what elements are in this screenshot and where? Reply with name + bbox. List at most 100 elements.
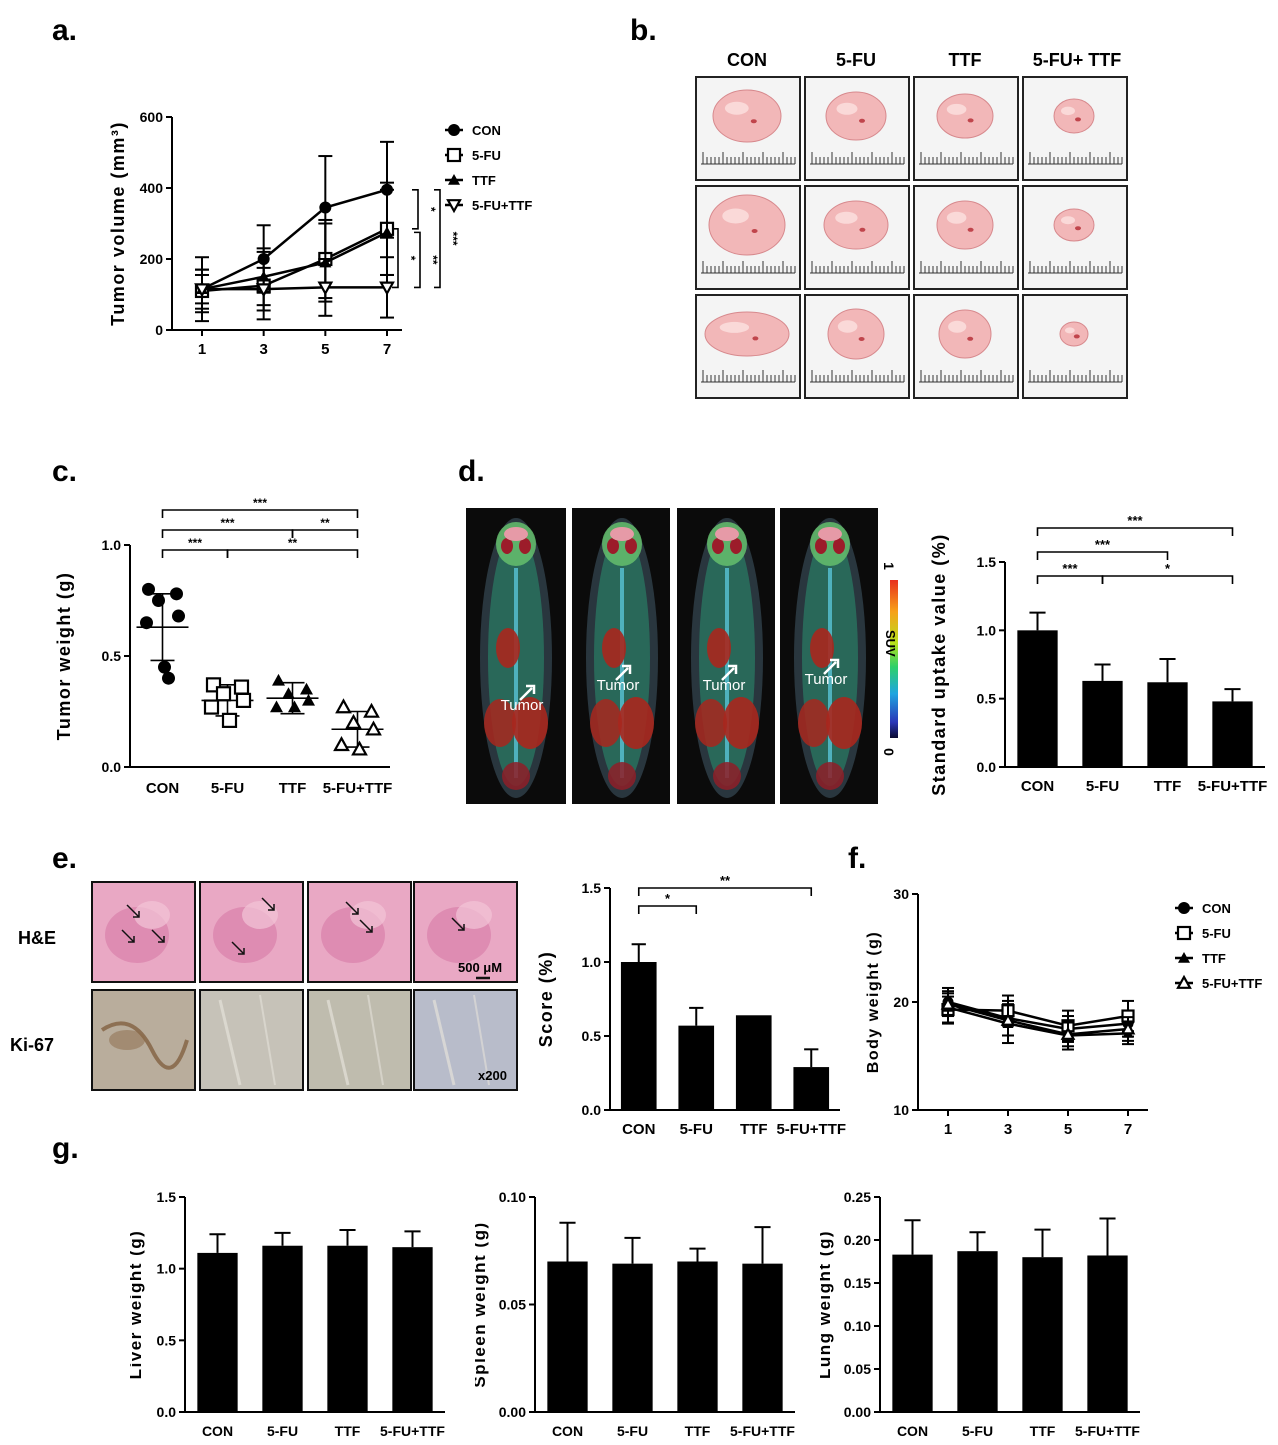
y-tick-label: 0.00	[499, 1404, 526, 1420]
data-point	[302, 693, 315, 706]
significance-label: ***	[253, 496, 267, 510]
y-tick-label: 10	[893, 1102, 909, 1118]
tissue-spot	[859, 118, 865, 123]
tumor-photos	[695, 76, 1128, 399]
significance-bracket	[637, 887, 813, 896]
organ-uptake	[512, 697, 548, 749]
bladder-uptake	[713, 762, 741, 790]
x-tick-label: 5-FU+TTF	[730, 1423, 795, 1439]
chart-g-lung-weight: 0.00 0.05 0.10 0.15 0.20 0.25 Lung weight (g) C…	[820, 1189, 1140, 1439]
bar-5-fu	[612, 1263, 653, 1412]
brain-uptake	[610, 527, 634, 541]
x-tick-label: 5-FU	[680, 1121, 713, 1138]
eye-uptake	[625, 538, 637, 554]
row-label-ki67: Ki-67	[10, 1035, 55, 1055]
tumor-tissue	[1053, 98, 1095, 134]
significance-label: **	[720, 873, 731, 888]
tumor-tissue	[823, 200, 889, 250]
tumor-label: Tumor	[501, 697, 544, 714]
data-point	[221, 712, 238, 728]
suv-scale-label: SUV	[883, 630, 898, 657]
x-tick-label: CON	[202, 1423, 233, 1439]
organ-uptake	[707, 628, 731, 668]
y-tick-label: 0.25	[844, 1189, 871, 1205]
photo-frame	[1022, 294, 1128, 399]
suv-scale-min: 0	[880, 748, 897, 756]
data-point	[351, 740, 368, 756]
y-tick-label: 1.5	[977, 554, 997, 570]
bar-5-fu	[678, 1025, 715, 1110]
y-axis-label: Lung weight (g)	[820, 1230, 834, 1379]
y-tick-label: 30	[893, 886, 909, 902]
brain-uptake	[818, 527, 842, 541]
organ-uptake	[826, 697, 862, 749]
data-point	[333, 736, 350, 752]
significance-bracket	[291, 529, 359, 538]
ki67-texture	[367, 994, 384, 1086]
significance-bracket	[412, 188, 419, 230]
data-point	[940, 996, 956, 1010]
ki67-stain	[307, 989, 412, 1091]
x-tick-label: 5	[321, 341, 329, 358]
he-image	[307, 881, 412, 983]
significance-bracket	[637, 905, 698, 914]
ki67-stain	[199, 989, 304, 1091]
x-tick-label: 5-FU	[962, 1423, 993, 1439]
he-arrow	[359, 919, 373, 933]
bar-ttf	[1147, 682, 1188, 767]
group-5-fu-ttf	[331, 698, 384, 756]
photo-column-header-combo: 5-FU+ TTF	[1032, 50, 1122, 70]
tumor-tissue	[936, 93, 994, 139]
x-tick-label: CON	[622, 1121, 655, 1138]
series-line	[201, 227, 388, 293]
organ-uptake	[590, 699, 622, 747]
tissue-highlight	[722, 208, 749, 224]
axes: 10 20 30 Body weight (g)	[865, 886, 1148, 1118]
tumor-photo	[695, 185, 801, 290]
tumor-label: Tumor	[805, 671, 848, 688]
ki67-image	[199, 989, 304, 1091]
ki67-texture	[259, 994, 276, 1086]
data-point	[152, 594, 165, 607]
tissue-spot	[1075, 117, 1081, 122]
y-tick-label: 1.0	[977, 622, 997, 638]
tumor-tissue	[1053, 208, 1095, 242]
histology-panels	[91, 881, 518, 1091]
bar-5-fu-ttf	[793, 1067, 830, 1110]
data-point	[233, 679, 250, 695]
y-tick-label: 0.05	[844, 1361, 871, 1377]
significance-bracket	[161, 549, 229, 558]
y-tick-label: 0.0	[977, 759, 997, 775]
legend-marker	[1178, 902, 1190, 914]
tissue-highlight	[946, 211, 967, 224]
y-tick-label: 0.20	[844, 1232, 871, 1248]
x-tick-label: CON	[552, 1423, 583, 1439]
x-tick-label: CON	[897, 1423, 928, 1439]
bladder-uptake	[502, 762, 530, 790]
tumor-tissue	[938, 309, 992, 359]
y-axis-label: Spleen weight (g)	[475, 1221, 489, 1387]
chart-f-body-weight: 10 20 30 Body weight (g) 1 3 5 7 CON 5-FU TTF 5-FU+…	[865, 886, 1262, 1138]
tumor-photo	[913, 185, 1019, 290]
series-line	[202, 286, 387, 291]
he-arrow	[231, 941, 245, 955]
significance-bracket	[1036, 575, 1104, 584]
x-tick-label: 1	[198, 341, 206, 358]
tissue-highlight	[837, 320, 858, 333]
y-tick-label: 0.10	[499, 1189, 526, 1205]
organ-uptake	[695, 699, 727, 747]
tumor-photo	[695, 294, 801, 399]
he-arrow	[345, 901, 359, 915]
bar-5-fu-ttf	[1087, 1255, 1128, 1412]
eye-uptake	[815, 538, 827, 554]
x-tick-label: CON	[146, 780, 179, 797]
data-point	[194, 283, 210, 298]
eye-uptake	[519, 538, 531, 554]
bar-5-fu	[1082, 680, 1123, 767]
brain-uptake	[715, 527, 739, 541]
he-arrow-head	[366, 926, 373, 933]
tumor-arrow-head	[526, 684, 536, 694]
tissue-spot	[858, 337, 865, 341]
ki67-texture	[326, 999, 350, 1086]
bladder-uptake	[608, 762, 636, 790]
